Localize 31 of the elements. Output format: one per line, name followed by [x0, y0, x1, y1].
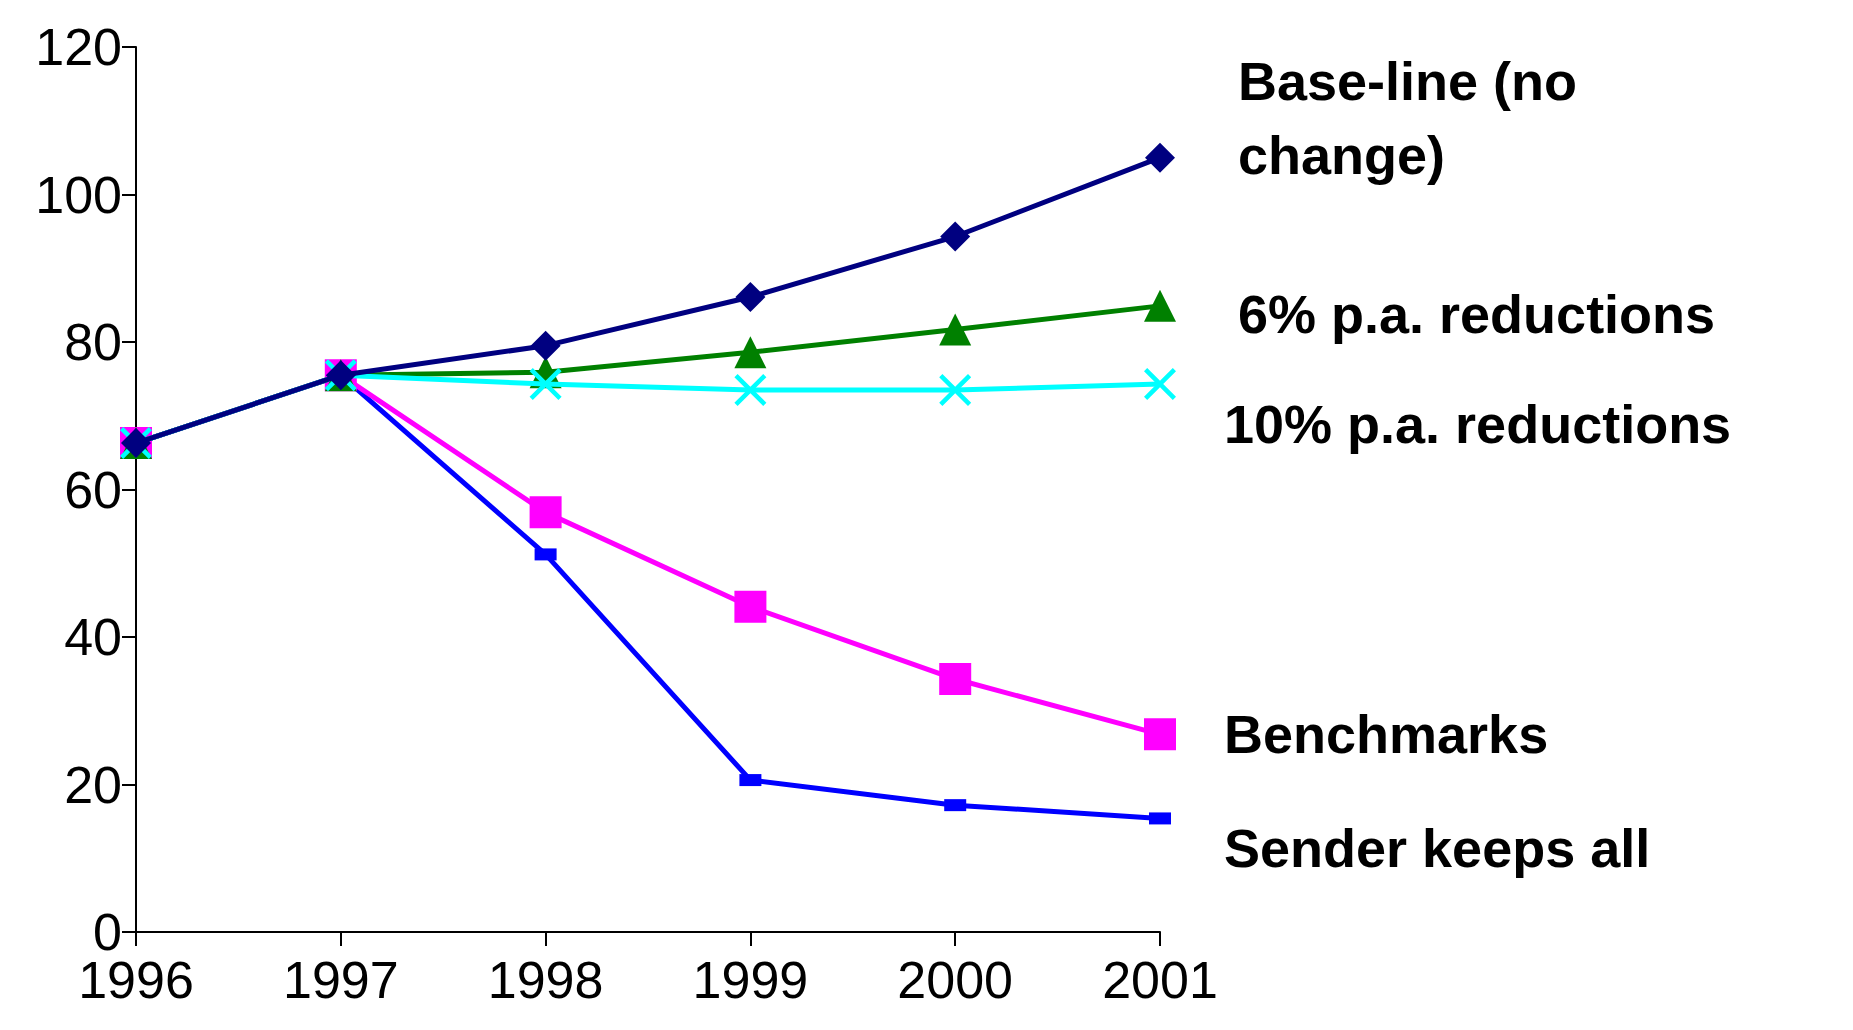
y-tick-label: 20: [64, 755, 122, 814]
point: [529, 368, 562, 401]
series-label: Benchmarks: [1224, 704, 1549, 765]
y-tick-label: 80: [64, 313, 122, 371]
point: [530, 330, 561, 361]
point: [1144, 289, 1176, 322]
x-tick-label: 1998: [487, 951, 604, 1009]
y-tick-label: 40: [64, 608, 122, 666]
point: [939, 313, 972, 346]
point: [735, 282, 766, 313]
series-label: 6% p.a. reductions: [1238, 283, 1716, 344]
point: [1145, 142, 1175, 173]
point: [529, 496, 562, 529]
y-tick-label: 100: [35, 165, 122, 224]
series-label: 10% p.a. reductions: [1224, 394, 1732, 455]
point: [939, 373, 972, 406]
x-tick-label: 1999: [692, 951, 809, 1009]
point: [939, 663, 972, 696]
series-label: Base-line (no change): [1238, 50, 1593, 185]
point: [734, 336, 767, 369]
point: [734, 373, 767, 406]
point: [940, 221, 971, 252]
y-tick-label: 60: [64, 460, 122, 519]
x-tick-label: 2000: [897, 951, 1014, 1009]
point: [734, 590, 767, 623]
point: [1144, 368, 1176, 401]
series-label: Sender keeps all: [1224, 818, 1651, 879]
x-tick-label: 2001: [1102, 951, 1218, 1009]
point: [1144, 718, 1176, 751]
x-tick-label: 1997: [282, 951, 399, 1009]
y-tick-label: 120: [35, 18, 122, 76]
